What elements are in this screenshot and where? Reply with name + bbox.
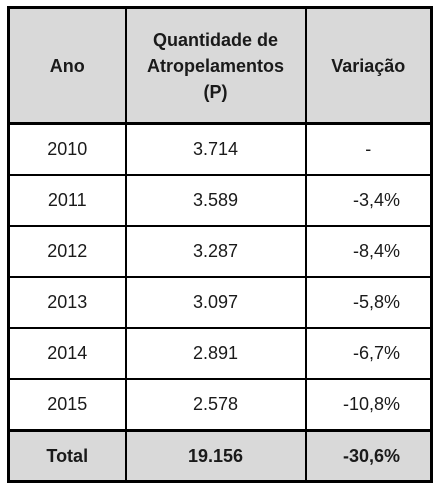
cell-variacao: -5,8% [304,276,433,329]
header-quantidade-line-1: Quantidade de [152,29,278,50]
header-quantidade-line-2: Atropelamentos [146,55,285,76]
cell-variacao: -6,7% [304,327,433,380]
cell-quantidade: 3.287 [124,225,307,278]
atropelamentos-table: Ano Quantidade de Atropelamentos (P) Var… [7,6,433,483]
cell-quantidade: 2.578 [124,378,307,432]
total-row: Total 19.156 -30,6% [7,429,433,483]
cell-quantidade: 3.097 [124,276,307,329]
cell-quantidade: 3.714 [124,122,307,176]
total-variacao: -30,6% [304,429,433,483]
total-label: Total [7,429,127,483]
header-row: Ano Quantidade de Atropelamentos (P) Var… [7,6,433,125]
table-row: 2014 2.891 -6,7% [7,327,433,380]
table-container: Ano Quantidade de Atropelamentos (P) Var… [7,6,433,483]
cell-ano: 2010 [7,122,127,176]
table-row: 2013 3.097 -5,8% [7,276,433,329]
header-variacao: Variação [304,6,433,125]
total-quantidade: 19.156 [124,429,307,483]
table-row: 2012 3.287 -8,4% [7,225,433,278]
table-row: 2015 2.578 -10,8% [7,378,433,432]
cell-ano: 2014 [7,327,127,380]
header-ano: Ano [7,6,127,125]
table-row: 2010 3.714 - [7,122,433,176]
cell-ano: 2012 [7,225,127,278]
header-quantidade-line-3: (P) [203,81,228,102]
cell-ano: 2013 [7,276,127,329]
cell-quantidade: 2.891 [124,327,307,380]
cell-ano: 2015 [7,378,127,432]
header-quantidade: Quantidade de Atropelamentos (P) [124,6,307,125]
cell-quantidade: 3.589 [124,174,307,227]
cell-ano: 2011 [7,174,127,227]
cell-variacao: -10,8% [304,378,433,432]
table-row: 2011 3.589 -3,4% [7,174,433,227]
cell-variacao: -3,4% [304,174,433,227]
cell-variacao: -8,4% [304,225,433,278]
cell-variacao: - [304,122,433,176]
